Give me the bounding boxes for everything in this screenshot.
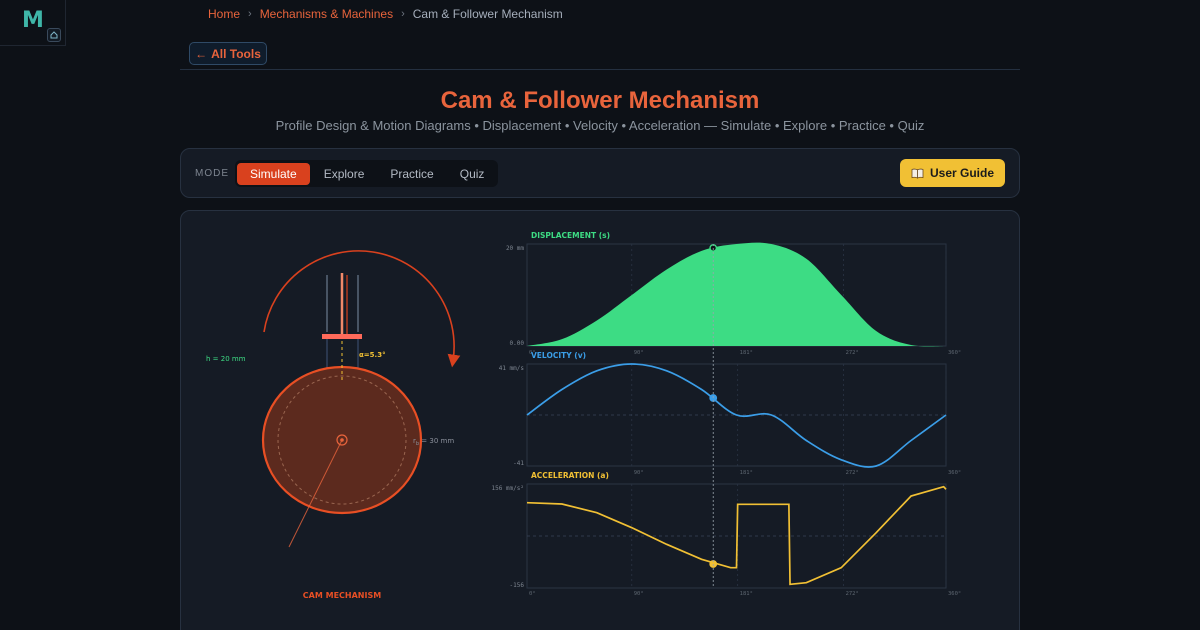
- x-tick-label: 360°: [948, 591, 961, 597]
- mode-panel: MODE Simulate Explore Practice Quiz User…: [180, 148, 1020, 198]
- page-subtitle: Profile Design & Motion Diagrams • Displ…: [275, 118, 925, 133]
- flat-face-follower[interactable]: [322, 334, 362, 339]
- breadcrumb-separator: ›: [401, 8, 405, 20]
- velocity-title: VELOCITY (v): [531, 351, 586, 360]
- mode-tabs: Simulate Explore Practice Quiz: [235, 160, 499, 187]
- tab-quiz[interactable]: Quiz: [459, 166, 485, 181]
- acceleration-line: [526, 485, 947, 586]
- x-tick-label: 360°: [948, 350, 961, 356]
- x-tick-label: 181°: [740, 350, 753, 356]
- tab-explore[interactable]: Explore: [323, 166, 365, 181]
- acceleration-chart: ACCELERATION (a) 156 mm/s² -156 0° 90° 181° 27…: [491, 471, 961, 597]
- x-tick-label: 181°: [740, 470, 753, 476]
- y-max-label: 156 mm/s²: [491, 485, 524, 492]
- motion-diagrams: DISPLACEMENT (s) 20 mm 0.00 0° 90° 181° 272° 36…: [491, 231, 961, 597]
- breadcrumb-current: Cam & Follower Mechanism: [412, 7, 563, 21]
- page-title: Cam & Follower Mechanism: [440, 87, 760, 114]
- mode-label: MODE: [195, 168, 229, 179]
- app-logo[interactable]: M: [22, 8, 44, 33]
- acceleration-title: ACCELERATION (a): [531, 471, 609, 480]
- base-radius-label: rb = 30 mm: [413, 437, 454, 447]
- x-tick-label: 360°: [948, 470, 961, 476]
- x-tick-label: 90°: [634, 350, 644, 356]
- app-logo-box[interactable]: M: [0, 0, 66, 46]
- user-guide-label: User Guide: [929, 166, 995, 180]
- all-tools-button[interactable]: ← All Tools: [189, 42, 267, 65]
- home-icon[interactable]: [47, 28, 61, 42]
- x-tick-label: 272°: [846, 470, 859, 476]
- arrow-left-icon: ←: [195, 46, 208, 61]
- x-tick-label: 90°: [634, 470, 644, 476]
- y-min-label: -156: [510, 582, 525, 589]
- simulation-canvas: h = 20 mm α=5.3° rb = 30 mm CAM MECHANIS…: [206, 231, 961, 600]
- velocity-chart: VELOCITY (v) 41 mm/s -41 90° 181° 272° 360°: [499, 351, 962, 476]
- tab-simulate[interactable]: Simulate: [237, 162, 310, 185]
- base-circle: [277, 375, 407, 505]
- y-max-label: 20 mm: [506, 245, 524, 252]
- x-tick-label: 181°: [740, 591, 753, 597]
- x-tick-label: 90°: [634, 591, 644, 597]
- y-min-label: 0.00: [510, 340, 525, 347]
- lift-label: h = 20 mm: [206, 355, 246, 363]
- x-tick-label: 0°: [529, 350, 536, 356]
- y-min-label: -41: [513, 460, 524, 467]
- displacement-title: DISPLACEMENT (s): [531, 231, 610, 240]
- cam-angle-label: α=5.3°: [359, 351, 386, 359]
- displacement-area: [527, 242, 946, 347]
- x-tick-label: 272°: [846, 591, 859, 597]
- x-tick-label: 0°: [529, 591, 536, 597]
- cam-angle-line: [288, 439, 343, 548]
- displacement-chart: DISPLACEMENT (s) 20 mm 0.00 0° 90° 181° 272° 36…: [506, 231, 961, 356]
- x-tick-label: 272°: [846, 350, 859, 356]
- cam-shaft: [336, 434, 348, 446]
- breadcrumb-home-link[interactable]: Home: [208, 7, 241, 21]
- y-max-label: 41 mm/s: [499, 365, 525, 372]
- tab-practice[interactable]: Practice: [390, 166, 434, 181]
- rotation-direction-arrow: [263, 250, 461, 368]
- breadcrumb: Home › Mechanisms & Machines › Cam & Fol…: [208, 7, 563, 21]
- velocity-line: [526, 363, 947, 468]
- cam-mechanism-caption: CAM MECHANISM: [303, 591, 381, 600]
- cam-mechanism: h = 20 mm α=5.3° rb = 30 mm CAM MECHANIS…: [206, 250, 461, 600]
- breadcrumb-separator: ›: [248, 8, 252, 20]
- simulation-panel: h = 20 mm α=5.3° rb = 30 mm CAM MECHANIS…: [180, 210, 1020, 630]
- all-tools-label: All Tools: [211, 46, 261, 61]
- header-divider: [180, 69, 1020, 70]
- user-guide-button[interactable]: User Guide: [900, 159, 1005, 187]
- breadcrumb-section-link[interactable]: Mechanisms & Machines: [259, 7, 394, 21]
- book-icon: [911, 168, 924, 179]
